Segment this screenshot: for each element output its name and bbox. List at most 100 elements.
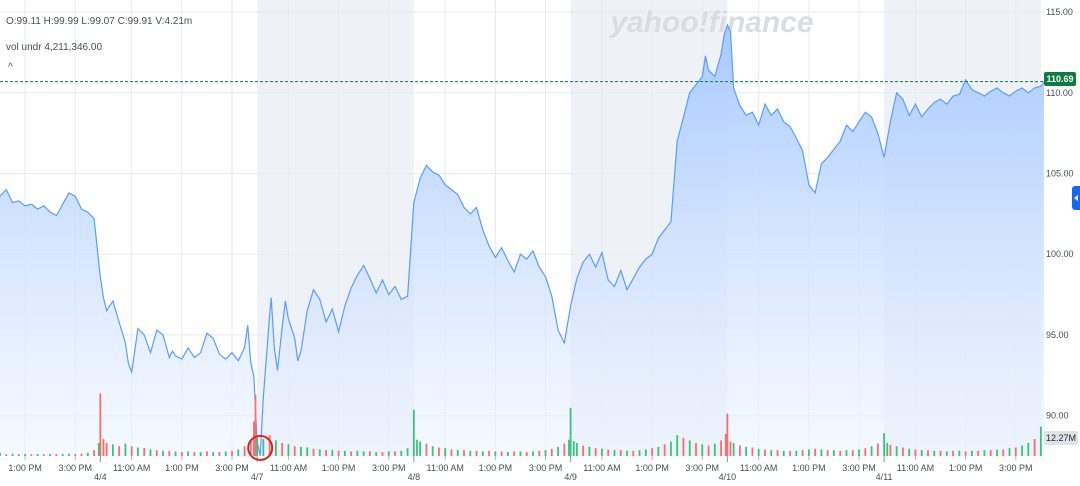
volume-bar bbox=[281, 442, 284, 456]
volume-readout: vol undr 4,211,346.00 bbox=[6, 42, 103, 53]
volume-bar bbox=[488, 450, 490, 456]
volume-bar bbox=[11, 453, 14, 456]
collapse-legend-button[interactable]: ^ bbox=[8, 62, 13, 73]
highlight-circle bbox=[247, 434, 274, 461]
volume-bar bbox=[952, 450, 954, 456]
volume-bar bbox=[970, 450, 973, 456]
x-tick-label: 3:00 PM bbox=[372, 463, 406, 473]
volume-bar bbox=[663, 444, 666, 456]
volume-bar bbox=[989, 450, 992, 456]
volume-bar bbox=[262, 439, 265, 456]
volume-bar bbox=[17, 454, 20, 456]
volume-bar bbox=[74, 454, 77, 456]
volume-bar bbox=[933, 450, 936, 456]
volume-bar bbox=[97, 442, 100, 456]
x-tick-label: 1:00 PM bbox=[949, 463, 983, 473]
volume-bar bbox=[807, 449, 810, 456]
volume-bar bbox=[256, 437, 258, 456]
x-tick-label: 1:00 PM bbox=[8, 463, 42, 473]
volume-bar bbox=[105, 442, 108, 456]
volume-bar bbox=[519, 451, 522, 456]
volume-bar bbox=[1027, 442, 1030, 456]
volume-bar bbox=[137, 447, 139, 456]
volume-bar bbox=[102, 439, 105, 456]
volume-bar bbox=[858, 449, 860, 456]
volume-bar bbox=[444, 448, 447, 456]
x-tick-label: 3:00 PM bbox=[842, 463, 876, 473]
volume-bar bbox=[983, 450, 986, 456]
volume-bar bbox=[544, 450, 547, 456]
volume-bar bbox=[287, 444, 290, 456]
date-label: 4/4 bbox=[94, 472, 107, 481]
volume-bar bbox=[254, 394, 257, 456]
volume-bar bbox=[118, 446, 121, 456]
volume-bar bbox=[143, 448, 146, 456]
volume-bar bbox=[632, 450, 635, 456]
x-tick-label: 3:00 PM bbox=[529, 463, 563, 473]
y-tick-label: 95.00 bbox=[1046, 330, 1069, 340]
x-tick-label: 11:00 AM bbox=[113, 463, 150, 473]
volume-bar bbox=[895, 446, 898, 456]
volume-bar bbox=[400, 450, 403, 456]
x-tick-label: 3:00 PM bbox=[999, 463, 1033, 473]
volume-bar bbox=[833, 450, 835, 456]
volume-bar bbox=[494, 451, 497, 456]
volume-bar bbox=[218, 452, 221, 456]
volume-bar bbox=[575, 442, 578, 456]
x-tick-label: 1:00 PM bbox=[792, 463, 826, 473]
volume-bar bbox=[450, 449, 453, 456]
volume-bar bbox=[419, 441, 422, 456]
y-tick-label: 115.00 bbox=[1046, 7, 1073, 17]
volume-bar bbox=[908, 448, 911, 456]
volume-bar bbox=[337, 450, 340, 456]
volume-bar bbox=[369, 451, 371, 456]
volume-bar bbox=[231, 450, 233, 456]
y-tick-label: 105.00 bbox=[1046, 169, 1074, 179]
volume-bar bbox=[481, 451, 484, 456]
volume-bar bbox=[870, 446, 873, 456]
volume-bar bbox=[111, 444, 114, 456]
volume-bar bbox=[155, 450, 158, 456]
volume-bar bbox=[30, 454, 33, 456]
volume-bar bbox=[268, 435, 271, 456]
volume-bar bbox=[644, 449, 647, 456]
volume-bar bbox=[149, 449, 152, 456]
volume-bar bbox=[782, 450, 785, 456]
volume-bar bbox=[249, 441, 252, 456]
volume-bar bbox=[726, 413, 729, 456]
x-tick-label: 3:00 PM bbox=[58, 463, 92, 473]
volume-bar bbox=[682, 437, 685, 456]
volume-bar bbox=[732, 442, 735, 456]
volume-bar bbox=[886, 442, 889, 456]
volume-bar bbox=[362, 451, 365, 456]
volume-bar bbox=[568, 439, 570, 456]
volume-bar bbox=[582, 445, 585, 456]
volume-bar bbox=[776, 450, 779, 456]
volume-bar bbox=[68, 453, 70, 456]
x-tick-label: 1:00 PM bbox=[165, 463, 199, 473]
volume-bar bbox=[1039, 426, 1042, 456]
volume-bar bbox=[331, 450, 334, 456]
volume-bar bbox=[387, 451, 390, 456]
volume-bar bbox=[180, 452, 183, 456]
volume-bar bbox=[851, 450, 854, 456]
volume-bar bbox=[619, 450, 622, 456]
volume-bar bbox=[55, 454, 58, 456]
volume-bar bbox=[356, 450, 359, 456]
volume-bar bbox=[795, 450, 798, 456]
volume-bar bbox=[124, 443, 127, 456]
volume-bar bbox=[243, 446, 246, 456]
volume-bar bbox=[325, 450, 327, 456]
volume-bar bbox=[99, 393, 102, 456]
volume-bar bbox=[1002, 449, 1005, 456]
volume-bar bbox=[801, 450, 804, 456]
volume-bar bbox=[927, 450, 929, 456]
volume-bar bbox=[701, 444, 704, 456]
volume-bar bbox=[996, 449, 998, 456]
expand-panel-tab[interactable] bbox=[1072, 186, 1080, 210]
volume-bar bbox=[670, 441, 672, 456]
volume-bar bbox=[500, 451, 503, 456]
volume-bar bbox=[306, 447, 309, 456]
